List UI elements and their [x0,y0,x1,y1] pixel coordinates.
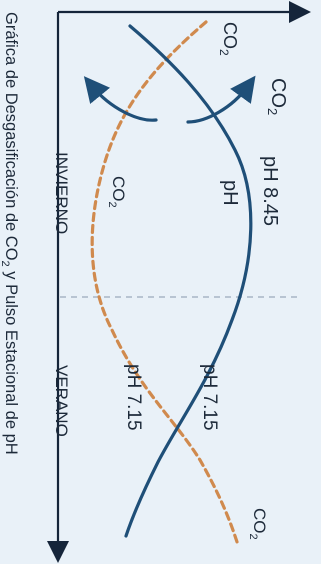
chart-title: Gráfica de Desgasificación de CO2 y Puls… [0,12,20,455]
ph-label-mid: pH [219,180,241,206]
co2-label-arrow: CO2 [265,78,289,115]
curl-arrow-right [186,75,256,124]
ph-label-right: pH 7.15 [199,364,220,431]
co2-label-top: CO2 [217,22,240,56]
co2-label-mid: CO2 [106,176,128,208]
curl-arrow-left [83,76,158,122]
season-label-summer: VERANO [52,365,71,437]
co2-label-bottom: CO2 [247,508,269,540]
ph-label-left: pH 7.15 [123,364,144,431]
ph-curve [124,24,253,538]
season-label-winter: INVIERNO [52,152,71,234]
co2-curve [90,20,240,547]
ph-label-peak: pH 8.45 [259,156,281,226]
